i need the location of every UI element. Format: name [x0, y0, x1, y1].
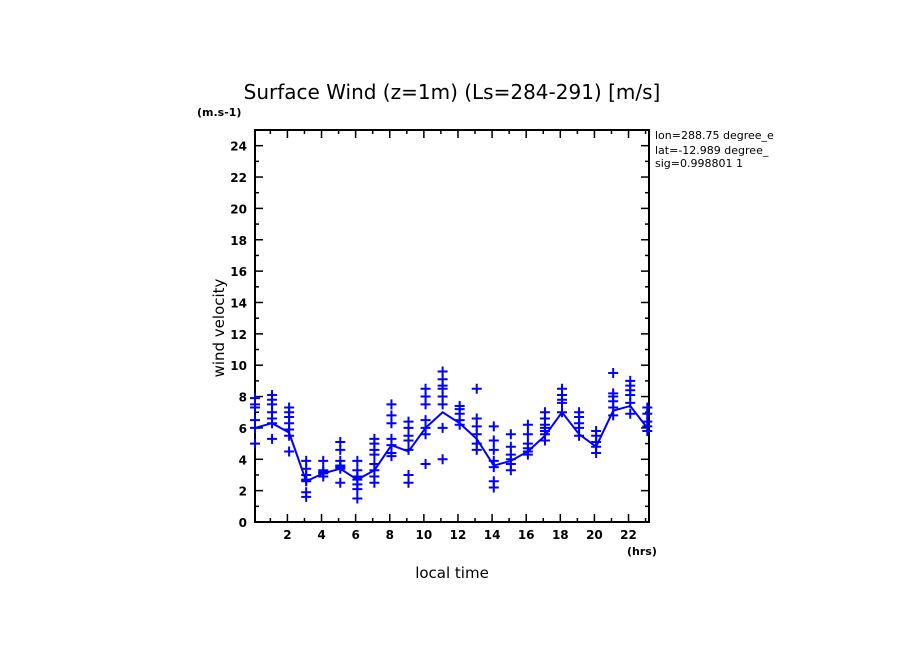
- y-tick-label: 2: [239, 485, 247, 499]
- y-tick-label: 22: [230, 171, 247, 185]
- sample-point: [335, 462, 346, 473]
- sample-point: [505, 429, 516, 440]
- y-tick-label: 20: [230, 202, 247, 216]
- info-lon: lon=288.75 degree_e: [655, 129, 774, 142]
- y-tick-label: 14: [230, 296, 247, 310]
- sample-point: [454, 419, 465, 430]
- sample-point: [420, 458, 431, 469]
- sample-point: [352, 493, 363, 504]
- x-tick-label: 6: [351, 528, 359, 542]
- y-tick-label: 18: [230, 234, 247, 248]
- sample-point: [608, 368, 619, 379]
- x-axis-label: local time: [415, 564, 489, 582]
- sample-point: [539, 435, 550, 446]
- sample-point: [437, 422, 448, 433]
- sample-point: [335, 444, 346, 455]
- sample-point: [420, 399, 431, 410]
- sample-point: [522, 419, 533, 430]
- y-tick-label: 12: [230, 328, 247, 342]
- x-tick-label: 20: [586, 528, 603, 542]
- sample-point: [386, 451, 397, 462]
- x-tick-label: 2: [283, 528, 291, 542]
- sample-point: [318, 455, 329, 466]
- info-lat: lat=-12.989 degree_: [655, 144, 769, 157]
- info-sig: sig=0.998801 1: [655, 157, 743, 170]
- mean-line: [254, 404, 649, 483]
- x-tick-label: 14: [484, 528, 501, 542]
- sample-point: [488, 435, 499, 446]
- y-unit-label: (m.s-1): [197, 106, 241, 119]
- sample-point: [522, 429, 533, 440]
- sample-point: [301, 491, 312, 502]
- sample-point: [505, 465, 516, 476]
- sample-point: [369, 449, 380, 460]
- sample-point: [625, 408, 636, 419]
- sample-point: [267, 433, 278, 444]
- x-tick-label: 10: [416, 528, 433, 542]
- y-tick-label: 10: [230, 359, 247, 373]
- y-tick-label: 4: [239, 453, 247, 467]
- x-tick-label: 18: [552, 528, 569, 542]
- chart-title: Surface Wind (z=1m) (Ls=284-291) [m/s]: [244, 80, 661, 104]
- y-tick-label: 16: [230, 265, 247, 279]
- sample-point: [557, 397, 568, 408]
- sample-point: [352, 484, 363, 495]
- sample-point: [335, 477, 346, 488]
- x-tick-label: 12: [450, 528, 467, 542]
- x-tick-label: 16: [518, 528, 535, 542]
- sample-point: [250, 438, 260, 449]
- y-tick-label: 24: [230, 140, 247, 154]
- sample-point: [471, 444, 482, 455]
- y-tick-label: 0: [239, 516, 247, 530]
- sample-point: [386, 418, 397, 429]
- sample-point: [403, 477, 414, 488]
- plot-frame: [254, 129, 650, 523]
- sample-point: [488, 421, 499, 432]
- sample-point: [437, 399, 448, 410]
- sample-point: [250, 402, 260, 413]
- sample-point: [352, 455, 363, 466]
- y-tick-label: 8: [239, 391, 247, 405]
- sample-point: [488, 482, 499, 493]
- sample-point: [488, 444, 499, 455]
- sample-point: [471, 429, 482, 440]
- sample-point: [403, 435, 414, 446]
- sample-point: [471, 383, 482, 394]
- sample-point: [437, 454, 448, 465]
- sample-point: [284, 446, 295, 457]
- x-tick-label: 8: [386, 528, 394, 542]
- y-tick-label: 6: [239, 422, 247, 436]
- x-tick-label: 4: [317, 528, 325, 542]
- x-unit-label: (hrs): [627, 545, 657, 558]
- x-tick-label: 22: [620, 528, 637, 542]
- sample-point: [386, 399, 397, 410]
- y-axis-label: wind velocity: [210, 278, 228, 377]
- sample-point: [591, 448, 602, 459]
- sample-point: [369, 477, 380, 488]
